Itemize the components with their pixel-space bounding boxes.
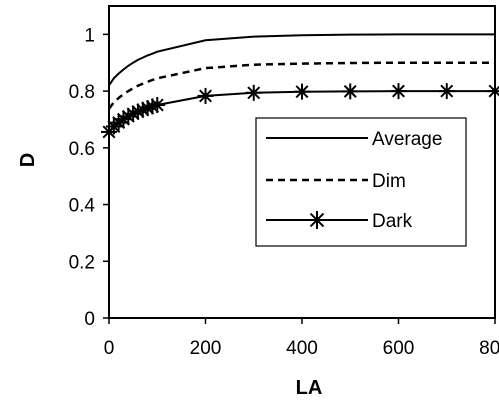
legend-item-average: Average (266, 129, 442, 150)
x-axis-ticks: 0 200 400 600 800 (104, 318, 499, 359)
x-tick-label: 0 (104, 338, 115, 359)
data-point-dark (245, 84, 262, 101)
y-tick-label: 0.8 (69, 82, 95, 103)
legend-box (255, 117, 467, 247)
legend-label: Dim (372, 171, 406, 192)
data-point-dark (487, 83, 499, 100)
legend-marker (308, 211, 326, 229)
plot-area-frame (108, 5, 496, 319)
series-line-dim (108, 61, 495, 110)
data-point-dark (390, 83, 407, 100)
x-tick-label: 400 (286, 338, 318, 359)
legend-item-dark: Dark (266, 211, 413, 232)
series-line-average (108, 33, 495, 86)
y-tick-label: 0.6 (69, 139, 95, 160)
y-tick-label: 0 (84, 309, 95, 330)
data-point-dark (438, 83, 455, 100)
y-axis-title: D (17, 153, 39, 167)
legend-item-dim: Dim (266, 171, 406, 192)
y-axis-ticks: 0 0.2 0.4 0.6 0.8 1 (69, 25, 109, 330)
x-tick-label: 200 (190, 338, 222, 359)
legend: Average Dim Dark (255, 117, 467, 247)
x-tick-label: 800 (479, 338, 499, 359)
x-axis-title: LA (296, 377, 323, 399)
legend-label: Average (372, 129, 442, 150)
y-tick-label: 1 (84, 25, 95, 46)
legend-label: Dark (372, 211, 413, 232)
y-tick-label: 0.2 (69, 252, 95, 273)
data-point-dark (149, 96, 166, 113)
data-point-dark (294, 83, 310, 100)
data-point-dark (342, 83, 359, 100)
data-point-dark (197, 87, 214, 104)
x-tick-label: 600 (383, 338, 415, 359)
y-tick-label: 0.4 (69, 196, 96, 217)
